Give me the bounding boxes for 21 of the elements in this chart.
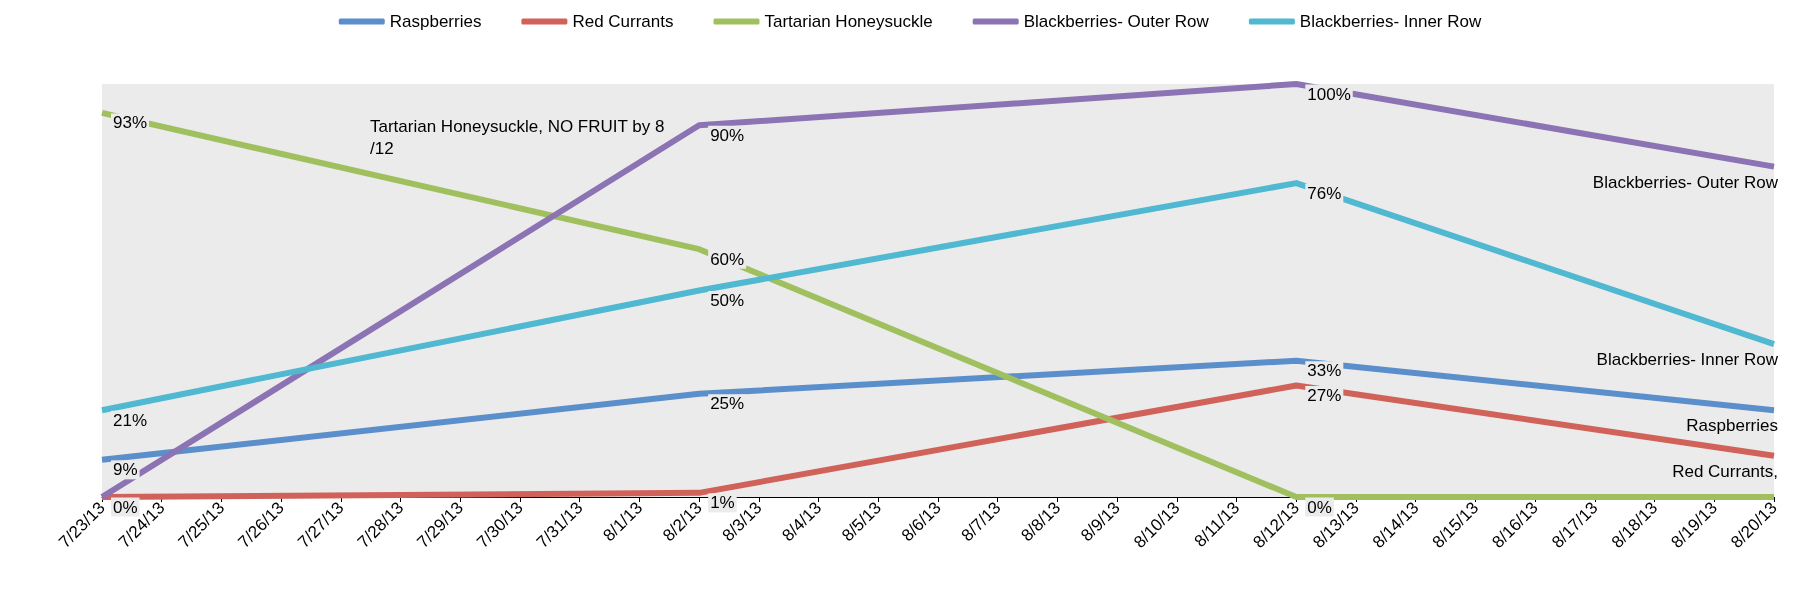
legend-label: Raspberries xyxy=(389,12,482,31)
data-label: 90% xyxy=(710,125,745,145)
data-label: 76% xyxy=(1307,183,1342,203)
data-label: 50% xyxy=(710,291,745,310)
annotation: Red Currants, xyxy=(1672,461,1778,481)
data-label: 93% xyxy=(113,113,148,133)
data-label: 60% xyxy=(710,249,745,269)
annotation: Raspberries xyxy=(1686,416,1778,436)
data-label: 25% xyxy=(710,394,745,414)
annotation: Tartarian Honeysuckle, NO FRUIT by 8/12 xyxy=(370,117,665,159)
legend-label: Tartarian Honeysuckle xyxy=(764,12,933,31)
data-label: 9% xyxy=(113,460,138,480)
legend-label: Red Currants xyxy=(572,12,674,31)
legend-label: Blackberries- Outer Row xyxy=(1023,12,1210,31)
legend-label: Blackberries- Inner Row xyxy=(1299,12,1482,31)
data-label: 100% xyxy=(1307,84,1351,104)
annotation: Blackberries- Inner Row xyxy=(1596,350,1779,370)
annotation: Blackberries- Outer Row xyxy=(1592,172,1779,192)
data-label: 27% xyxy=(1307,385,1342,405)
data-label: 33% xyxy=(1307,361,1342,381)
data-label: 21% xyxy=(113,410,148,430)
